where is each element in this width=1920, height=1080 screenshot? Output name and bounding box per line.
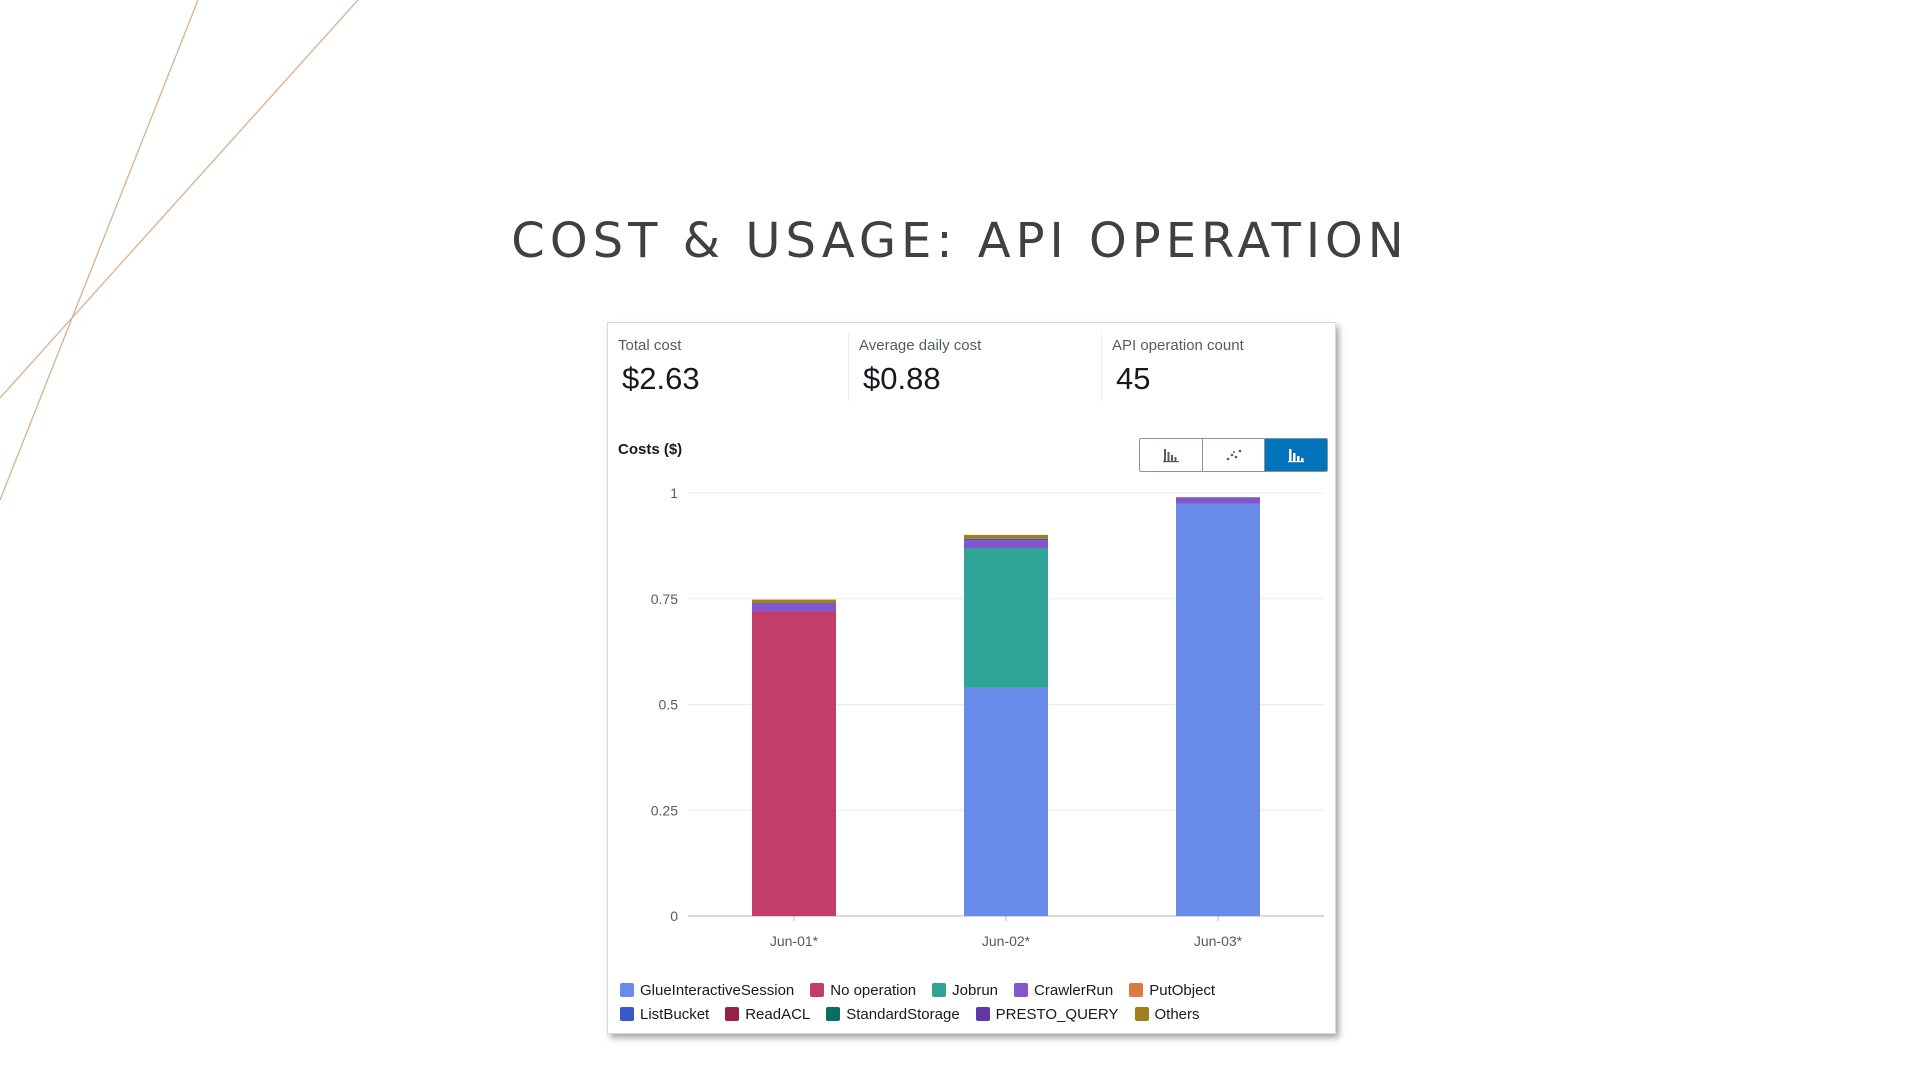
bar-segment-presto-query bbox=[964, 538, 1048, 540]
legend-item[interactable]: No operation bbox=[810, 982, 916, 999]
legend-swatch bbox=[1129, 983, 1144, 997]
y-tick-label: 0.25 bbox=[651, 802, 678, 818]
legend-row: ListBucket ReadACL StandardStorage PRESTO_Q… bbox=[620, 1002, 1320, 1026]
metric-total-cost: Total cost $2.63 bbox=[608, 323, 848, 403]
legend-item[interactable]: Jobrun bbox=[932, 982, 998, 999]
legend-swatch bbox=[725, 1007, 740, 1021]
legend-swatch bbox=[1134, 1007, 1149, 1021]
bar-segment-others bbox=[752, 599, 836, 603]
bar-chart-button[interactable] bbox=[1140, 439, 1202, 471]
legend-row: GlueInteractiveSession No operation Jobrun… bbox=[620, 978, 1320, 1002]
bar-segment-listbucket bbox=[752, 602, 836, 604]
bar-segment-others bbox=[964, 534, 1048, 539]
metric-value: 45 bbox=[1116, 361, 1151, 396]
bar-segment-no-operation bbox=[752, 611, 836, 916]
chart-view-toggle bbox=[1139, 438, 1328, 472]
x-tick-label: Jun-02* bbox=[982, 933, 1031, 949]
metric-divider bbox=[848, 333, 849, 401]
bar-segment-glueinteractivesession bbox=[964, 687, 1048, 916]
legend-label: GlueInteractiveSession bbox=[640, 981, 795, 999]
decor-line-1 bbox=[0, 0, 199, 501]
metric-divider bbox=[1101, 333, 1102, 401]
legend-label: CrawlerRun bbox=[1034, 981, 1114, 999]
metric-average-daily-cost: Average daily cost $0.88 bbox=[849, 323, 1101, 403]
legend-item[interactable]: CrawlerRun bbox=[1014, 982, 1113, 999]
y-tick-label: 0 bbox=[670, 908, 678, 924]
legend-swatch bbox=[975, 1007, 990, 1021]
bar-segment-crawlerrun bbox=[752, 603, 836, 612]
legend-label: ReadACL bbox=[745, 1005, 811, 1023]
y-tick-label: 0.75 bbox=[651, 591, 678, 607]
legend-swatch bbox=[932, 983, 947, 997]
bar-segment-crawlerrun bbox=[964, 540, 1048, 548]
y-tick-label: 0.5 bbox=[659, 697, 679, 713]
bar-segment-crawlerrun bbox=[1176, 497, 1260, 504]
stacked-bar-chart-button[interactable] bbox=[1264, 439, 1327, 471]
stacked-bar-chart: 0 0.25 0.5 0.75 1 Jun-01* Jun-02* Jun-03* bbox=[651, 485, 1324, 949]
legend-item[interactable]: ListBucket bbox=[620, 1006, 709, 1023]
stacked-bar-chart-icon bbox=[1288, 449, 1305, 463]
cost-usage-panel: Total cost $2.63 Average daily cost $0.8… bbox=[607, 322, 1336, 1034]
legend-item[interactable]: ReadACL bbox=[725, 1006, 810, 1023]
x-tick-label: Jun-01* bbox=[770, 933, 819, 949]
legend-label: PutObject bbox=[1149, 981, 1216, 999]
slide-title: COST & USAGE: API OPERATION bbox=[511, 213, 1409, 269]
legend-swatch bbox=[620, 983, 634, 997]
legend-label: PRESTO_QUERY bbox=[995, 1005, 1119, 1023]
y-tick-label: 1 bbox=[670, 485, 678, 501]
legend-label: ListBucket bbox=[640, 1005, 710, 1023]
metric-value: $2.63 bbox=[622, 361, 700, 396]
metric-api-operation-count: API operation count 45 bbox=[1102, 323, 1334, 403]
legend-item[interactable]: GlueInteractiveSession bbox=[620, 982, 794, 999]
metric-label: API operation count bbox=[1112, 337, 1244, 354]
bar-segment-glueinteractivesession bbox=[1176, 503, 1260, 916]
decorative-lines bbox=[0, 0, 359, 501]
line-chart-icon bbox=[1226, 449, 1241, 461]
legend-swatch bbox=[810, 983, 825, 997]
legend-swatch bbox=[1014, 983, 1029, 997]
legend-swatch bbox=[620, 1007, 634, 1021]
x-tick-label: Jun-03* bbox=[1194, 933, 1243, 949]
metric-label: Total cost bbox=[618, 337, 682, 354]
legend-swatch bbox=[826, 1007, 841, 1021]
decor-line-2 bbox=[0, 0, 359, 399]
legend-label: Others bbox=[1154, 1005, 1200, 1023]
chart-legend: GlueInteractiveSession No operation Jobrun… bbox=[620, 978, 1320, 1026]
y-axis-title: Costs ($) bbox=[618, 441, 683, 458]
legend-item[interactable]: StandardStorage bbox=[826, 1005, 960, 1023]
legend-label: StandardStorage bbox=[846, 1005, 960, 1023]
bar-chart-icon bbox=[1162, 449, 1179, 463]
legend-label: No operation bbox=[830, 981, 917, 999]
legend-label: Jobrun bbox=[952, 981, 999, 999]
legend-item[interactable]: Others bbox=[1134, 1005, 1200, 1023]
metric-value: $0.88 bbox=[863, 361, 941, 396]
bar-segment-listbucket bbox=[964, 539, 1048, 541]
bar-segment-jobrun bbox=[964, 547, 1048, 688]
legend-item[interactable]: PRESTO_QUERY bbox=[975, 1005, 1119, 1023]
line-chart-button[interactable] bbox=[1201, 439, 1265, 471]
metric-label: Average daily cost bbox=[859, 337, 982, 354]
legend-item[interactable]: PutObject bbox=[1129, 982, 1215, 999]
